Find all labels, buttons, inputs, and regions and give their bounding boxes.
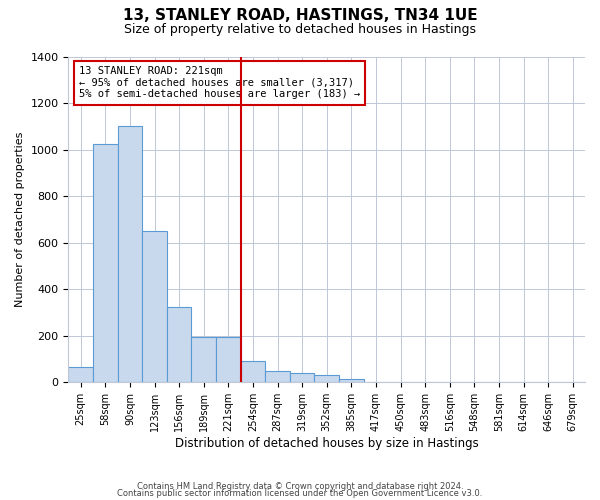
Bar <box>241 362 265 382</box>
Bar <box>68 367 93 382</box>
Bar <box>265 370 290 382</box>
Bar <box>191 337 216 382</box>
Bar <box>142 231 167 382</box>
Text: Size of property relative to detached houses in Hastings: Size of property relative to detached ho… <box>124 22 476 36</box>
Bar <box>216 337 241 382</box>
Bar <box>314 376 339 382</box>
Bar <box>93 144 118 382</box>
X-axis label: Distribution of detached houses by size in Hastings: Distribution of detached houses by size … <box>175 437 479 450</box>
Text: Contains public sector information licensed under the Open Government Licence v3: Contains public sector information licen… <box>118 488 482 498</box>
Y-axis label: Number of detached properties: Number of detached properties <box>15 132 25 307</box>
Bar <box>118 126 142 382</box>
Bar <box>167 306 191 382</box>
Bar <box>290 373 314 382</box>
Text: 13 STANLEY ROAD: 221sqm
← 95% of detached houses are smaller (3,317)
5% of semi-: 13 STANLEY ROAD: 221sqm ← 95% of detache… <box>79 66 360 100</box>
Text: 13, STANLEY ROAD, HASTINGS, TN34 1UE: 13, STANLEY ROAD, HASTINGS, TN34 1UE <box>122 8 478 22</box>
Text: Contains HM Land Registry data © Crown copyright and database right 2024.: Contains HM Land Registry data © Crown c… <box>137 482 463 491</box>
Bar <box>339 379 364 382</box>
